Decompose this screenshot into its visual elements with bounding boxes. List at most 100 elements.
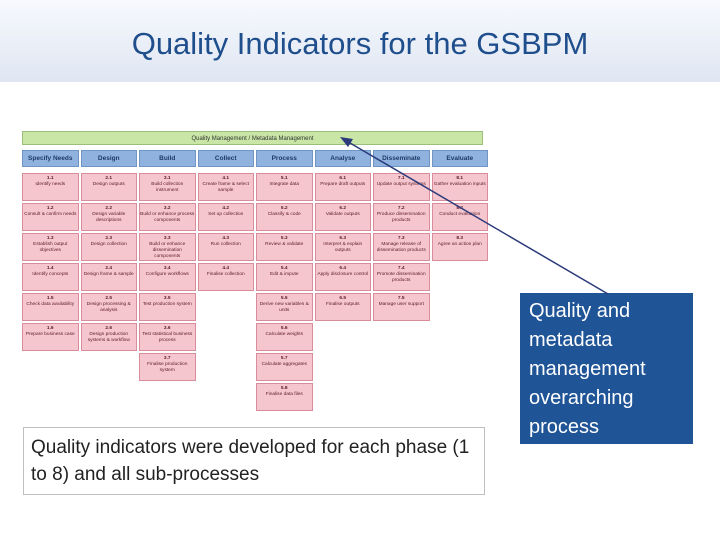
sub-process-box: 5.5 Derive new variables & units [256, 293, 313, 321]
overarching-callout: Quality and metadata management overarch… [520, 293, 693, 444]
sub-process-number: 1.5 [46, 296, 54, 301]
sub-process-label: Calculate weights [265, 332, 304, 337]
sub-process-box: 5.2 Classify & code [256, 203, 313, 231]
sub-process-box: 3.6 Test statistical business process [139, 323, 196, 351]
sub-process-label: Finalise outputs [325, 302, 360, 307]
sub-process-box: 5.8 Finalise data files [256, 383, 313, 411]
sub-process-box: 8.2 Conduct evaluation [431, 203, 488, 231]
sub-process-box: 5.1 Integrate data [256, 173, 313, 201]
phase-header: Process [256, 150, 313, 167]
sub-process-label: Update output systems [376, 182, 426, 187]
sub-process-box: 5.3 Review & validate [256, 233, 313, 261]
sub-process-box: 6.3 Interpret & explain outputs [314, 233, 371, 261]
sub-process-number: 3.5 [163, 296, 171, 301]
sub-process-label: Build or enhance process components [140, 212, 195, 223]
sub-process-label: Validate outputs [325, 212, 360, 217]
sub-process-label: Consult & confirm needs [24, 212, 77, 217]
sub-process-box: 4.1 Create frame & select sample [197, 173, 254, 201]
sub-process-label: Design outputs [92, 182, 125, 187]
sub-process-label: Build collection instrument [151, 182, 184, 193]
sub-process-number: 5.6 [280, 326, 288, 331]
sub-process-box: 3.3 Build or enhance dissemination compon… [139, 233, 196, 261]
sub-process-label: Gather evaluation inputs [433, 182, 486, 187]
sub-process-number: 5.2 [280, 206, 288, 211]
quality-management-bar: Quality Management / Metadata Management [22, 131, 483, 145]
sub-process-label: Produce dissemination products [376, 212, 426, 223]
sub-process-label: Build or enhance dissemination component… [149, 242, 186, 259]
sub-process-label: Agree an action plan [437, 242, 482, 247]
sub-process-box: 3.7 Finalise production system [139, 353, 196, 381]
sub-process-box: 6.5 Finalise outputs [314, 293, 371, 321]
sub-process-box: 6.4 Apply disclosure control [314, 263, 371, 291]
sub-process-box: 1.1 Identify needs [22, 173, 79, 201]
sub-process-label: Test production system [142, 302, 192, 307]
sub-process-label: Manage user support [378, 302, 424, 307]
sub-process-label: Review & validate [265, 242, 304, 247]
sub-process-box: 2.3 Design collection [80, 233, 137, 261]
sub-process-label: Finalise collection [206, 272, 245, 277]
sub-process-box: 1.2 Consult & confirm needs [22, 203, 79, 231]
sub-process-label: Apply disclosure control [317, 272, 369, 277]
sub-process-label: Prepare business case [25, 332, 75, 337]
sub-process-label: Design processing & analysis [86, 302, 131, 313]
sub-process-box: 6.2 Validate outputs [314, 203, 371, 231]
phase-header: Build [139, 150, 196, 167]
phase-header: Disseminate [373, 150, 430, 167]
phases-callout: Quality indicators were developed for ea… [23, 427, 485, 495]
sub-process-number: 3.1 [163, 176, 171, 181]
sub-process-label: Create frame & select sample [202, 182, 249, 193]
sub-process-number: 3.4 [163, 266, 171, 271]
sub-process-box: 8.1 Gather evaluation inputs [431, 173, 488, 201]
sub-process-label: Design production systems & workflow [87, 332, 130, 343]
sub-process-box: 5.7 Calculate aggregates [256, 353, 313, 381]
sub-process-box: 6.1 Prepare draft outputs [314, 173, 371, 201]
sub-process-number: 4.4 [222, 266, 230, 271]
sub-process-box: 3.5 Test production system [139, 293, 196, 321]
sub-process-label: Edit & impute [269, 272, 299, 277]
sub-process-number: 4.2 [222, 206, 230, 211]
page-title: Quality Indicators for the GSBPM [131, 26, 589, 61]
sub-process-label: Design variable descriptions [92, 212, 126, 223]
sub-process-number: 5.1 [280, 176, 288, 181]
sub-process-number: 3.2 [163, 206, 171, 211]
sub-process-number: 5.3 [280, 236, 288, 241]
sub-process-number: 1.3 [46, 236, 54, 241]
sub-process-label: Finalise data files [265, 392, 303, 397]
sub-process-label: Set up collection [208, 212, 244, 217]
header-band [0, 0, 720, 82]
sub-process-label: Identify concepts [32, 272, 69, 277]
sub-process-box: 5.4 Edit & impute [256, 263, 313, 291]
sub-process-box: 8.3 Agree an action plan [431, 233, 488, 261]
sub-process-label: Design collection [90, 242, 127, 247]
sub-process-label: Identify needs [35, 182, 66, 187]
sub-process-box: 1.6 Prepare business case [22, 323, 79, 351]
sub-process-box: 2.2 Design variable descriptions [80, 203, 137, 231]
sub-process-box: 2.6 Design production systems & workflow [80, 323, 137, 351]
sub-process-label: Check data availability [26, 302, 75, 307]
phase-header: Specify Needs [22, 150, 79, 167]
sub-process-number: 7.5 [397, 296, 405, 301]
sub-process-box: 3.4 Configure workflows [139, 263, 196, 291]
sub-process-number: 1.4 [46, 266, 54, 271]
phase-header: Evaluate [431, 150, 488, 167]
gsbpm-diagram: Quality Management / Metadata Management… [20, 128, 488, 418]
sub-process-box: 2.4 Design frame & sample [80, 263, 137, 291]
sub-process-box: 5.6 Calculate weights [256, 323, 313, 351]
sub-process-box: 3.2 Build or enhance process components [139, 203, 196, 231]
sub-process-label: Finalise production system [147, 362, 188, 373]
sub-process-number: 2.1 [105, 176, 113, 181]
sub-process-number: 2.5 [105, 296, 113, 301]
sub-process-label: Establish output objectives [33, 242, 68, 253]
sub-process-box: 4.4 Finalise collection [197, 263, 254, 291]
sub-process-number: 6.2 [339, 206, 347, 211]
sub-process-box: 7.3 Manage release of dissemination produ… [373, 233, 430, 261]
sub-process-label: Conduct evaluation [439, 212, 481, 217]
sub-process-number: 2.3 [105, 236, 113, 241]
sub-process-label: Configure workflows [145, 272, 189, 277]
sub-process-number: 6.3 [339, 236, 347, 241]
sub-process-number: 6.4 [339, 266, 347, 271]
phase-header: Analyse [314, 150, 371, 167]
sub-process-label: Calculate aggregates [261, 362, 307, 367]
sub-process-number: 3.6 [163, 326, 171, 331]
sub-process-number: 6.1 [339, 176, 347, 181]
